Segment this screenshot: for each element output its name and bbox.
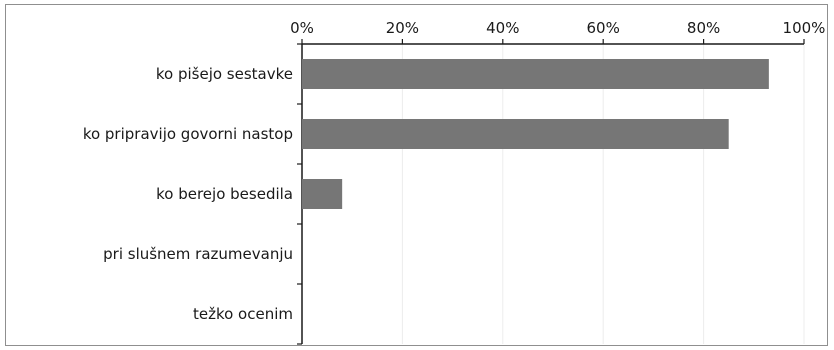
x-tick-label: 60% [587, 19, 620, 37]
category-label: težko ocenim [193, 305, 293, 323]
bar [302, 119, 729, 149]
category-label: pri slušnem razumevanju [103, 245, 293, 263]
bar [302, 179, 343, 209]
category-label: ko pripravijo govorni nastop [83, 125, 293, 143]
bar [302, 59, 769, 89]
x-tick-label: 40% [486, 19, 519, 37]
category-label: ko pišejo sestavke [156, 65, 293, 83]
category-label: ko berejo besedila [156, 185, 293, 203]
x-tick-label: 100% [783, 19, 826, 37]
x-tick-label: 20% [386, 19, 419, 37]
x-tick-label: 0% [290, 19, 314, 37]
x-tick-label: 80% [687, 19, 720, 37]
